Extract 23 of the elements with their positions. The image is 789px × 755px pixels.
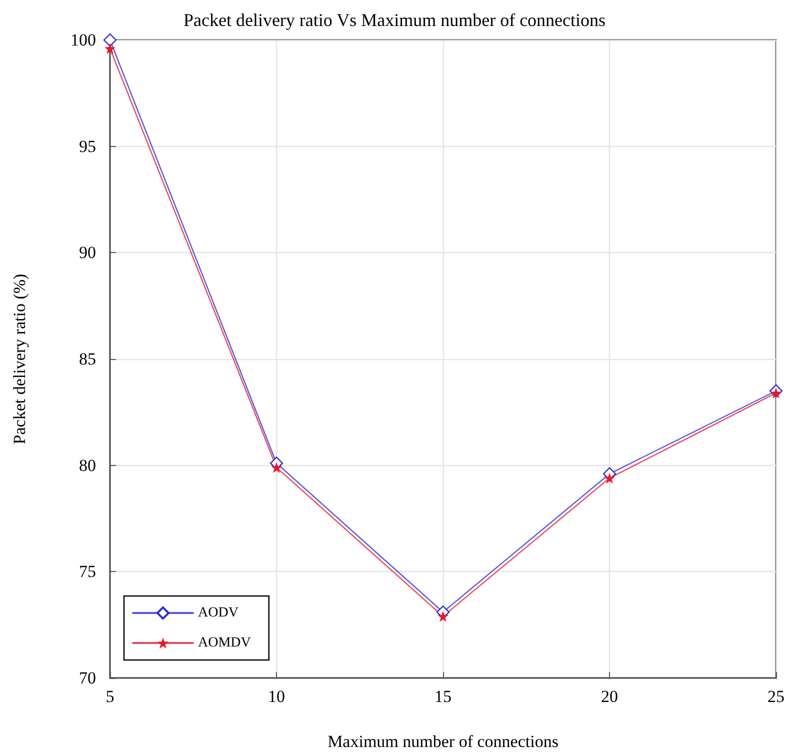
y-tick-label: 95 bbox=[79, 136, 96, 156]
x-tick-label: 25 bbox=[768, 687, 784, 706]
y-tick-label: 90 bbox=[79, 243, 96, 262]
chart-title: Packet delivery ratio Vs Maximum number of connections bbox=[183, 10, 606, 30]
x-tick-label: 5 bbox=[106, 687, 114, 706]
point bbox=[104, 43, 116, 54]
x-axis-title: Maximum number of connections bbox=[328, 732, 558, 751]
point bbox=[103, 33, 117, 47]
y-tick-label: 85 bbox=[79, 350, 96, 368]
legend-label: AOMDV bbox=[198, 636, 251, 650]
legend-label: AODV bbox=[198, 606, 238, 620]
point bbox=[770, 388, 782, 399]
x-tick-label: 20 bbox=[601, 687, 618, 706]
x-tick-label: 10 bbox=[268, 687, 285, 706]
y-tick-label: 100 bbox=[70, 30, 96, 50]
x-tick-label: 15 bbox=[434, 687, 452, 706]
y-axis-title: Packet delivery ratio (%) bbox=[10, 274, 29, 444]
point bbox=[438, 610, 448, 622]
y-tick-label: 75 bbox=[79, 562, 96, 582]
y-tick-label: 80 bbox=[79, 456, 96, 475]
point bbox=[271, 462, 282, 473]
y-tick-label: 70 bbox=[79, 668, 96, 688]
point bbox=[604, 472, 615, 484]
